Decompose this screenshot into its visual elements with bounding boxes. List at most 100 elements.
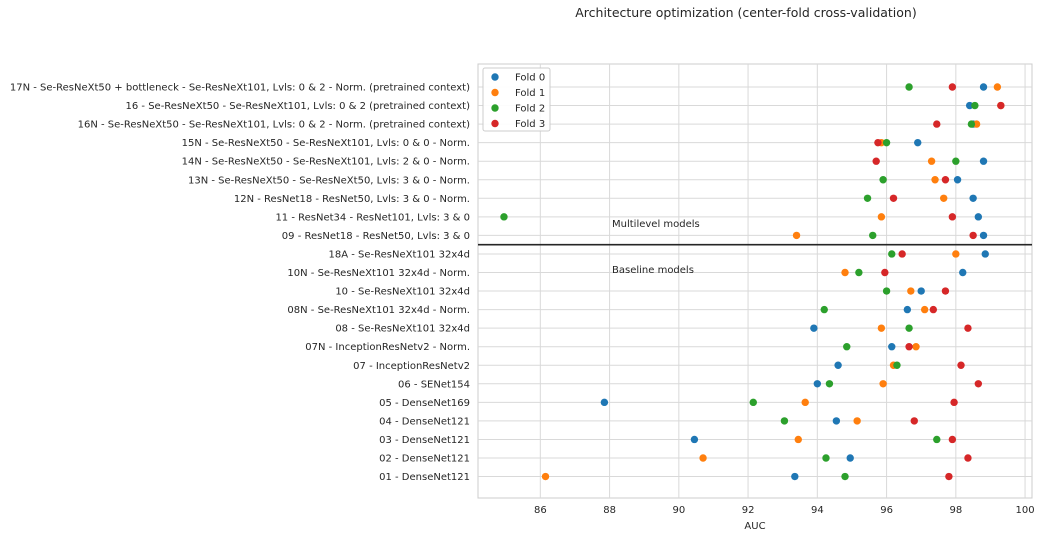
point-fold-1 bbox=[879, 380, 887, 388]
x-tick-label: 88 bbox=[603, 505, 616, 516]
point-fold-2 bbox=[843, 343, 851, 351]
legend-marker bbox=[491, 88, 499, 97]
point-fold-1 bbox=[907, 287, 915, 295]
legend-label: Fold 1 bbox=[515, 88, 545, 99]
legend-label: Fold 2 bbox=[515, 104, 545, 115]
point-fold-3 bbox=[964, 454, 972, 462]
point-fold-2 bbox=[905, 324, 913, 332]
point-fold-1 bbox=[801, 398, 809, 407]
point-fold-3 bbox=[948, 213, 957, 221]
point-fold-0 bbox=[969, 194, 977, 202]
point-fold-1 bbox=[541, 472, 550, 481]
point-fold-1 bbox=[699, 454, 707, 462]
y-tick-label: 12N - ResNet18 - ResNet50, Lvls: 3 & 0 -… bbox=[234, 194, 470, 205]
point-fold-1 bbox=[792, 231, 801, 240]
y-tick-label: 16 - Se-ResNeXt50 - Se-ResNeXt101, Lvls:… bbox=[126, 101, 471, 112]
point-fold-3 bbox=[874, 138, 882, 147]
point-fold-2 bbox=[863, 194, 872, 202]
point-fold-0 bbox=[979, 83, 988, 91]
point-fold-1 bbox=[841, 268, 849, 277]
y-tick-label: 07 - InceptionResNetv2 bbox=[353, 361, 470, 372]
point-fold-2 bbox=[855, 268, 863, 277]
point-fold-2 bbox=[952, 157, 960, 165]
point-fold-3 bbox=[948, 83, 957, 91]
point-fold-3 bbox=[881, 268, 889, 277]
point-fold-3 bbox=[941, 176, 950, 184]
point-fold-3 bbox=[950, 398, 958, 407]
y-tick-label: 05 - DenseNet169 bbox=[379, 398, 470, 409]
plot-area bbox=[477, 63, 1033, 499]
point-fold-2 bbox=[967, 120, 976, 128]
point-fold-3 bbox=[929, 305, 938, 314]
point-fold-3 bbox=[974, 380, 983, 388]
point-fold-2 bbox=[780, 417, 789, 425]
point-fold-0 bbox=[846, 454, 854, 462]
annotation-baseline: Baseline models bbox=[612, 265, 694, 276]
legend-label: Fold 3 bbox=[515, 119, 545, 130]
point-fold-3 bbox=[964, 324, 972, 332]
point-fold-0 bbox=[903, 305, 912, 314]
point-fold-2 bbox=[825, 380, 834, 388]
point-fold-0 bbox=[981, 250, 989, 258]
point-fold-0 bbox=[979, 157, 988, 165]
y-tick-label: 06 - SENet154 bbox=[398, 379, 470, 390]
point-fold-0 bbox=[959, 268, 967, 277]
point-fold-3 bbox=[969, 231, 977, 240]
point-fold-3 bbox=[910, 417, 918, 425]
point-fold-1 bbox=[993, 83, 1002, 91]
point-fold-2 bbox=[820, 305, 828, 314]
point-fold-2 bbox=[879, 176, 887, 184]
y-tick-label: 02 - DenseNet121 bbox=[379, 454, 470, 465]
point-fold-0 bbox=[600, 398, 609, 407]
y-tick-label: 13N - Se-ResNeXt50 - Se-ResNeXt50, Lvls:… bbox=[188, 175, 470, 186]
point-fold-1 bbox=[877, 324, 886, 332]
points bbox=[500, 83, 1005, 481]
x-tick-label: 86 bbox=[534, 505, 547, 516]
x-tick-labels: 86 88 90 92 94 96 98 100 bbox=[534, 505, 1035, 516]
point-fold-3 bbox=[872, 157, 880, 165]
point-fold-1 bbox=[877, 213, 886, 221]
point-fold-0 bbox=[810, 324, 818, 332]
point-fold-0 bbox=[979, 231, 988, 240]
x-tick-label: 96 bbox=[880, 505, 893, 516]
x-tick-label: 98 bbox=[949, 505, 962, 516]
point-fold-3 bbox=[898, 250, 906, 258]
point-fold-1 bbox=[912, 343, 920, 351]
point-fold-3 bbox=[997, 101, 1005, 110]
point-fold-2 bbox=[500, 213, 508, 221]
point-fold-0 bbox=[917, 287, 925, 295]
point-fold-2 bbox=[888, 250, 896, 258]
point-fold-3 bbox=[957, 361, 965, 369]
y-tick-label: 11 - ResNet34 - ResNet101, Lvls: 3 & 0 bbox=[275, 212, 470, 223]
point-fold-2 bbox=[841, 472, 849, 481]
y-tick-label: 01 - DenseNet121 bbox=[379, 472, 470, 483]
point-fold-0 bbox=[813, 380, 822, 388]
point-fold-1 bbox=[940, 194, 948, 202]
point-fold-3 bbox=[889, 194, 898, 202]
y-tick-label: 18A - Se-ResNeXt101 32x4d bbox=[328, 249, 470, 260]
x-tick-label: 90 bbox=[672, 505, 685, 516]
y-tick-label: 08 - Se-ResNeXt101 32x4d bbox=[335, 324, 470, 335]
point-fold-3 bbox=[933, 120, 941, 128]
point-fold-1 bbox=[853, 417, 861, 425]
point-fold-1 bbox=[972, 120, 981, 128]
y-tick-labels: 17N - Se-ResNeXt50 + bottleneck - Se-Res… bbox=[10, 83, 470, 484]
point-fold-2 bbox=[971, 101, 979, 110]
point-fold-0 bbox=[888, 343, 896, 351]
x-tick-label: 92 bbox=[742, 505, 755, 516]
point-fold-2 bbox=[749, 398, 757, 407]
legend-box bbox=[482, 67, 551, 132]
point-fold-3 bbox=[941, 287, 950, 295]
y-tick-label: 16N - Se-ResNeXt50 - Se-ResNeXt101, Lvls… bbox=[78, 120, 470, 131]
legend-label: Fold 0 bbox=[515, 73, 545, 84]
point-fold-0 bbox=[690, 435, 699, 444]
legend-marker bbox=[491, 119, 499, 128]
x-tick-label: 100 bbox=[1016, 505, 1035, 516]
y-tick-label: 10N - Se-ResNeXt101 32x4d - Norm. bbox=[287, 268, 470, 279]
chart-title: Architecture optimization (center-fold c… bbox=[575, 5, 916, 20]
point-fold-0 bbox=[953, 176, 962, 184]
point-fold-0 bbox=[834, 361, 842, 369]
point-fold-2 bbox=[893, 361, 901, 369]
y-tick-label: 08N - Se-ResNeXt101 32x4d - Norm. bbox=[287, 305, 470, 316]
